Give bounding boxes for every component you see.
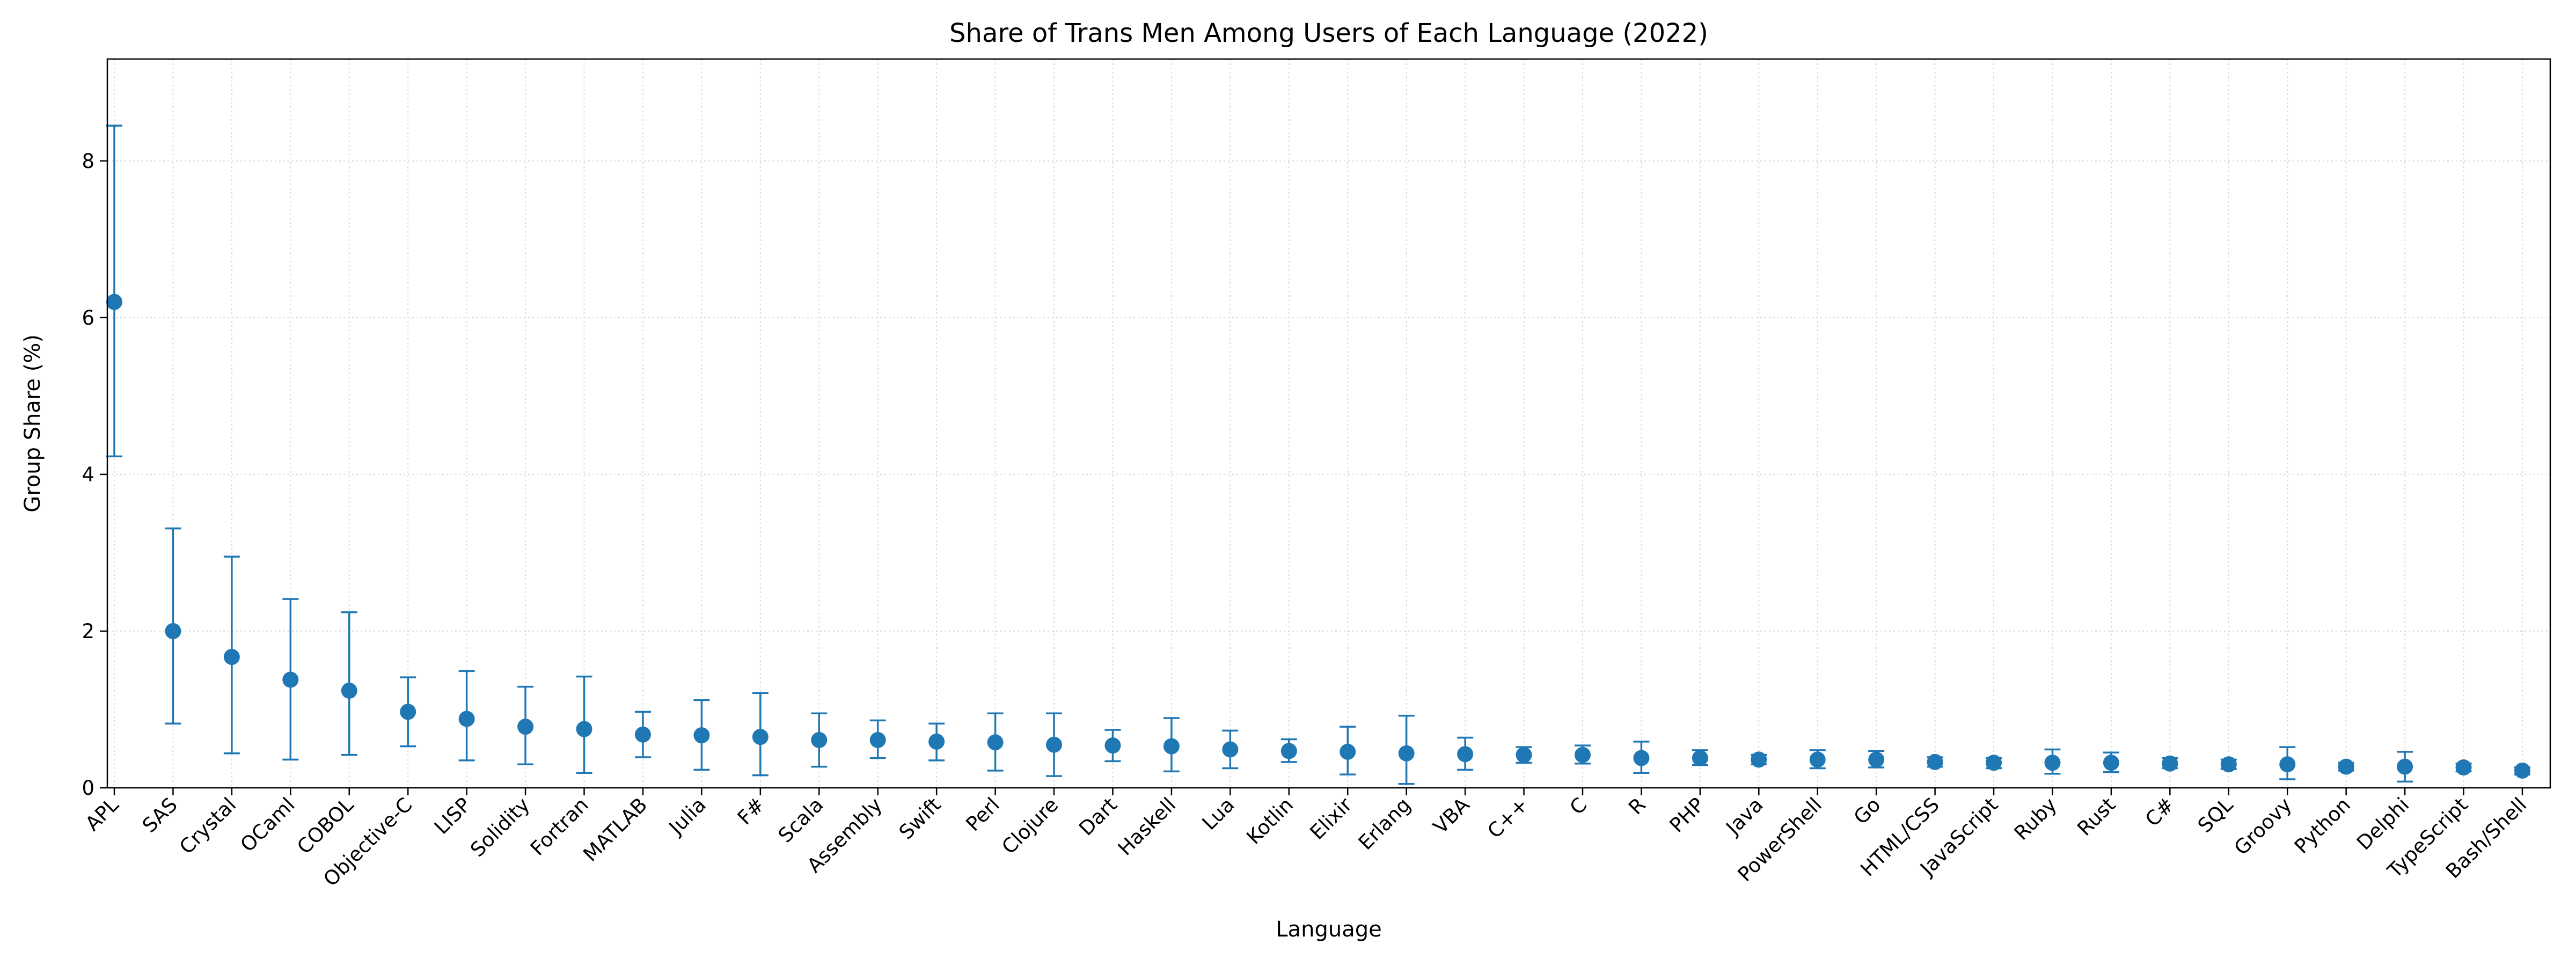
data-point (2162, 755, 2178, 772)
y-axis-label: Group Share (%) (20, 334, 45, 513)
grid (107, 59, 2550, 788)
x-tick-label: F# (733, 793, 769, 829)
x-tick-label: Perl (962, 793, 1004, 836)
x-tick-label: SQL (2193, 793, 2237, 837)
x-tick-label: LISP (430, 793, 475, 839)
x-tick-label: PHP (1665, 793, 1709, 837)
data-point (1574, 747, 1591, 763)
data-point (2397, 758, 2413, 775)
data-point (400, 704, 416, 720)
data-point (1222, 741, 1239, 758)
x-tick-label: SAS (138, 793, 182, 837)
x-tick-label: Elixir (1306, 793, 1357, 844)
data-point (1692, 750, 1708, 766)
x-tick-label: Kotlin (1242, 793, 1298, 849)
data-point (576, 721, 592, 737)
data-point (1751, 751, 1767, 768)
x-tick-label: OCaml (236, 793, 299, 857)
error-bars (106, 125, 2530, 785)
x-tick-label: R (1624, 793, 1650, 819)
data-point (693, 727, 710, 744)
data-point (1927, 753, 1943, 770)
plot-frame (106, 58, 2551, 789)
data-point (1868, 751, 1885, 768)
x-tick-label: Go (1849, 793, 1885, 829)
x-tick-label: VBA (1429, 793, 1474, 838)
x-tick-label: Erlang (1354, 793, 1415, 854)
data-point (282, 671, 299, 688)
data-point (2514, 762, 2530, 779)
data-point (517, 719, 534, 735)
x-tick-label: C++ (1483, 793, 1533, 843)
data-point (2279, 756, 2296, 773)
x-tick-label: C# (2141, 793, 2179, 831)
x-tick-label: Rust (2073, 793, 2120, 840)
x-axis-label: Language (1276, 917, 1381, 942)
data-point (2220, 756, 2237, 773)
x-tick-label: Ruby (2010, 793, 2061, 845)
y-tick-label: 2 (82, 620, 94, 643)
data-point (1280, 743, 1297, 759)
data-point (811, 731, 828, 748)
data-point (752, 729, 769, 745)
data-point (1163, 738, 1180, 755)
data-point (1046, 736, 1063, 753)
y-tick-label: 4 (82, 463, 94, 486)
data-point (928, 733, 945, 750)
y-tick-label: 8 (82, 150, 94, 173)
data-point (2338, 758, 2354, 775)
y-tick-label: 6 (82, 306, 94, 330)
data-point (1516, 747, 1532, 763)
x-tick-label: Clojure (997, 793, 1063, 859)
data-point (1809, 751, 1826, 768)
x-tick-label: Lua (1198, 793, 1239, 835)
chart-title: Share of Trans Men Among Users of Each L… (949, 18, 1708, 48)
x-tick-label: Haskell (1114, 793, 1181, 860)
data-point (341, 682, 357, 699)
data-point (2103, 755, 2119, 771)
x-tick-label: Crystal (175, 793, 240, 859)
data-point (869, 731, 886, 748)
x-tick-label: Scala (774, 793, 828, 847)
x-tick-label: Solidity (466, 793, 534, 861)
data-point (2044, 755, 2061, 771)
data-points (106, 294, 2530, 779)
x-tick-label: Julia (664, 793, 711, 840)
x-tick-label: Swift (895, 793, 946, 844)
x-tick-label: Dart (1074, 793, 1122, 840)
data-point (1457, 746, 1474, 763)
x-tick-label: Python (2290, 793, 2355, 858)
data-point (1104, 737, 1121, 754)
data-point (165, 623, 181, 639)
data-point (1340, 743, 1356, 760)
y-tick-label: 0 (82, 777, 94, 800)
data-point (106, 294, 122, 310)
data-point (2455, 759, 2472, 776)
data-point (1398, 745, 1415, 762)
x-tick-label: MATLAB (579, 793, 652, 866)
data-point (987, 734, 1004, 751)
data-point (223, 649, 240, 665)
data-point (458, 711, 475, 727)
data-point (1986, 755, 2002, 771)
x-tick-label: Java (1721, 793, 1768, 840)
x-tick-label: Groovy (2230, 793, 2296, 860)
y-axis-ticks: 0 2 4 6 8 (82, 150, 107, 800)
data-point (634, 726, 651, 743)
data-point (1633, 750, 1650, 766)
x-tick-label: C (1565, 793, 1592, 819)
